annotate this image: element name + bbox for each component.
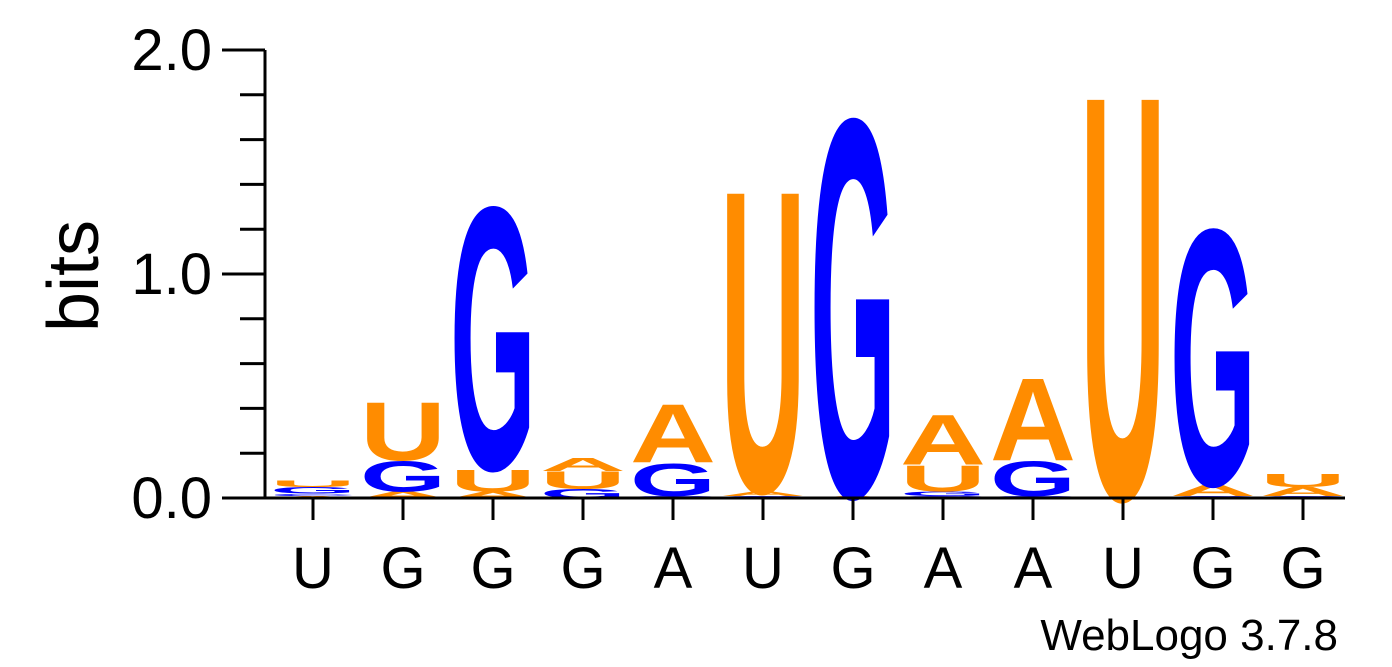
logo-letter-u: U	[1080, 0, 1166, 621]
logo-letter-a: A	[900, 400, 986, 480]
x-tick-label: A	[654, 536, 693, 601]
logo-letter-a: A	[360, 490, 446, 500]
logo-letter-a: A	[540, 454, 626, 475]
logo-letter-a: A	[630, 386, 716, 480]
logo-letter-u: U	[270, 478, 356, 488]
logo-letter-g: G	[360, 452, 446, 501]
logo-letter-a: A	[720, 490, 806, 497]
logo-letter-u: U	[900, 457, 986, 499]
logo-letter-g: G	[270, 485, 356, 495]
x-tick-label: A	[1014, 536, 1053, 601]
logo-letter-a: A	[450, 490, 536, 500]
logo-letter-a: A	[990, 354, 1076, 486]
y-axis-label: bits	[34, 220, 114, 332]
logo-letter-g: G	[900, 490, 986, 497]
logo-letter-c: C	[270, 493, 356, 496]
logo-stacks: ACGUAGUAUGGUACGACAUAGCGUACGAUCAGCAU	[270, 0, 1346, 621]
logo-letter-g: G	[1170, 154, 1256, 563]
x-tick-label: G	[470, 536, 515, 601]
x-tick-label: U	[742, 536, 784, 601]
logo-letter-a: A	[1260, 484, 1346, 498]
logo-letter-u: U	[540, 467, 626, 495]
logo-letter-u: U	[450, 463, 536, 498]
logo-letter-u: U	[360, 384, 446, 478]
x-tick-label: G	[1280, 536, 1325, 601]
x-tick-label: G	[560, 536, 605, 601]
axes: 0.01.02.0U G G G A U G A A U G G	[131, 18, 1345, 601]
x-tick-label: U	[1102, 536, 1144, 601]
y-tick-label: 0.0	[131, 466, 212, 531]
x-tick-label: G	[380, 536, 425, 601]
logo-letter-g: G	[450, 128, 536, 549]
weblogo-credit: WebLogo 3.7.8	[1040, 611, 1338, 660]
x-tick-label: A	[924, 536, 963, 601]
x-tick-label: G	[830, 536, 875, 601]
x-tick-label: G	[1190, 536, 1235, 601]
x-tick-label: U	[292, 536, 334, 601]
y-tick-label: 2.0	[131, 18, 212, 83]
logo-letter-a: A	[1170, 482, 1256, 499]
logo-letter-u: U	[1260, 470, 1346, 491]
y-tick-label: 1.0	[131, 242, 212, 307]
